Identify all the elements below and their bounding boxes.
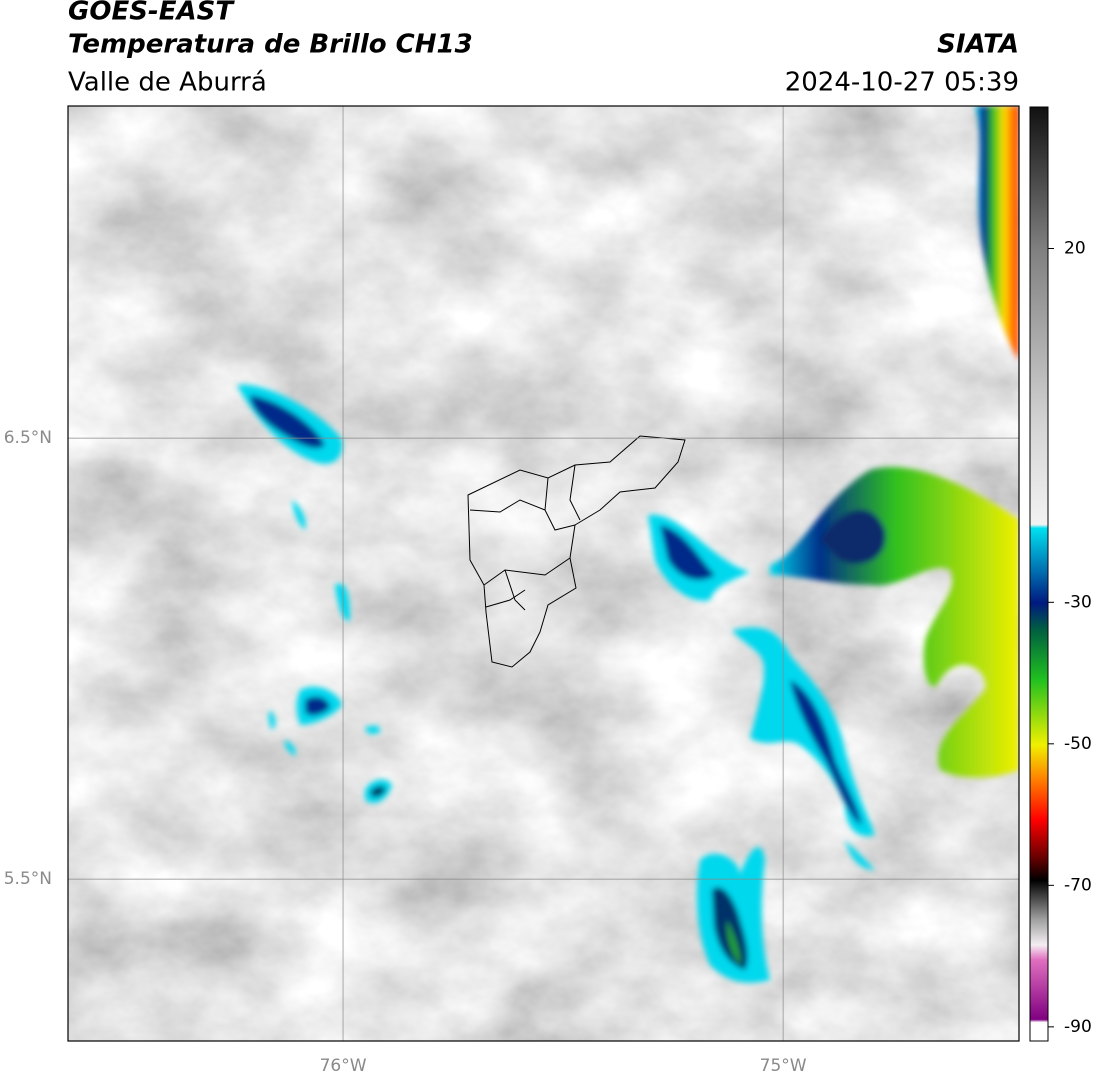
colorbar-tick-label: -90	[1064, 1017, 1092, 1037]
title: GOES-EAST	[68, 0, 235, 27]
grid	[68, 106, 1019, 1041]
timestamp: 2024-10-27 05:39	[785, 68, 1019, 98]
x-tick-label: 76°W	[320, 1056, 367, 1076]
map-frame	[67, 105, 1020, 1042]
y-tick-label: 6.5°N	[4, 428, 52, 448]
source: SIATA	[937, 30, 1019, 60]
cold-cloud-tops	[237, 106, 1019, 983]
satellite-image	[68, 106, 1019, 1041]
y-tick-label: 5.5°N	[4, 869, 52, 889]
region: Valle de Aburrá	[68, 68, 267, 98]
colorbar-tick-label: -50	[1064, 734, 1092, 754]
colorbar-tick-label: -30	[1064, 592, 1092, 612]
x-tick-label: 75°W	[760, 1056, 807, 1076]
subtitle: Temperatura de Brillo CH13	[68, 30, 473, 60]
colorbar-tick-label: -70	[1064, 875, 1092, 895]
municipality-boundaries	[469, 464, 581, 611]
colorbar-tick-label: 20	[1064, 239, 1086, 259]
colorbar	[1029, 106, 1049, 1042]
